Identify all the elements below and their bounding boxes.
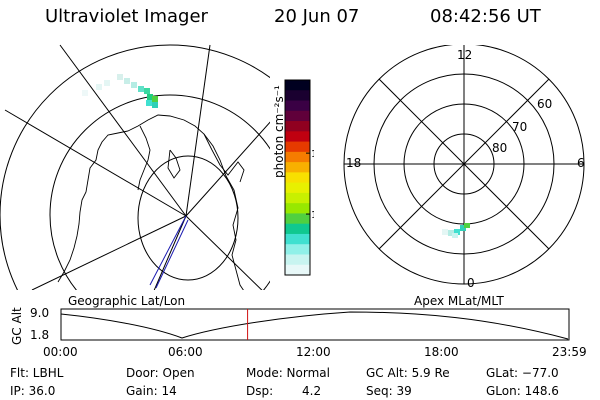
colorbar-cell bbox=[285, 100, 310, 112]
colorbar-cell bbox=[285, 254, 310, 266]
mlat-label-60: 60 bbox=[537, 97, 553, 111]
time-display: 08:42:56 UT bbox=[430, 6, 541, 27]
apex-map bbox=[343, 45, 585, 285]
xtick-0600: 06:00 bbox=[168, 345, 203, 359]
polar-ellipse bbox=[137, 155, 239, 281]
coastline bbox=[57, 114, 244, 290]
colorbar-cell bbox=[285, 213, 310, 225]
dsp-value: 4.2 bbox=[302, 384, 322, 398]
xtick-2359: 23:59 bbox=[552, 345, 587, 359]
colorbar-cell bbox=[285, 131, 310, 143]
colorbar-cell bbox=[285, 223, 310, 235]
colorbar-cell bbox=[285, 172, 310, 184]
colorbar-cell bbox=[285, 80, 310, 91]
mlat-label-80: 80 bbox=[492, 141, 508, 155]
apex-aurora-emission bbox=[442, 223, 470, 238]
glon-field: GLon: 148.6 bbox=[486, 384, 559, 398]
colorbar: 100 10 bbox=[284, 79, 314, 276]
xtick-1800: 18:00 bbox=[424, 345, 459, 359]
altitude-timeline bbox=[60, 308, 570, 341]
gain-field: Gain: 14 bbox=[126, 384, 177, 398]
colorbar-cell bbox=[285, 90, 310, 102]
app-title: Ultraviolet Imager bbox=[45, 6, 208, 27]
colorbar-label: photon cm⁻²s⁻¹ bbox=[272, 85, 286, 178]
altitude-curve bbox=[60, 311, 569, 340]
ytick-1.8: 1.8 bbox=[30, 328, 50, 342]
colorbar-tick-label: 10 bbox=[311, 210, 314, 221]
date-display: 20 Jun 07 bbox=[274, 6, 360, 27]
mlt-label-0: 0 bbox=[467, 276, 475, 290]
colorbar-cell bbox=[285, 151, 310, 163]
mode-field: Mode: Normal bbox=[246, 366, 330, 380]
colorbar-cell bbox=[285, 141, 310, 153]
colorbar-cell bbox=[285, 110, 310, 122]
colorbar-cell bbox=[285, 182, 310, 194]
orbit-track bbox=[149, 215, 189, 289]
colorbar-cell bbox=[285, 203, 310, 214]
ytick-9: 9.0 bbox=[30, 306, 50, 320]
mlat-label-70: 70 bbox=[512, 120, 528, 134]
colorbar-cell bbox=[285, 162, 310, 173]
colorbar-cell bbox=[285, 192, 310, 204]
colorbar-tick-label: 100 bbox=[311, 149, 314, 160]
glat-field: GLat: −77.0 bbox=[486, 366, 559, 380]
apex-label: Apex MLat/MLT bbox=[414, 294, 504, 308]
aurora-emission bbox=[82, 74, 158, 108]
mlt-label-12: 12 bbox=[457, 48, 473, 62]
colorbar-cell bbox=[285, 264, 310, 276]
seq-field: Seq: 39 bbox=[366, 384, 412, 398]
xtick-1200: 12:00 bbox=[296, 345, 331, 359]
mlt-label-6: 6 bbox=[577, 156, 585, 170]
xtick-0000: 00:00 bbox=[43, 345, 78, 359]
timeline-ylabel: GC Alt bbox=[10, 307, 24, 345]
lat-circle-mid bbox=[49, 94, 270, 290]
lat-circle-outer bbox=[0, 44, 270, 290]
ip-field: IP: 36.0 bbox=[10, 384, 56, 398]
geographic-map bbox=[0, 44, 270, 290]
door-field: Door: Open bbox=[126, 366, 195, 380]
filter-field: Flt: LBHL bbox=[10, 366, 64, 380]
mlt-label-18: 18 bbox=[346, 156, 362, 170]
gc-alt-field: GC Alt: 5.9 Re bbox=[366, 366, 450, 380]
dsp-label: Dsp: bbox=[246, 384, 274, 398]
colorbar-cell bbox=[285, 244, 310, 255]
colorbar-cell bbox=[285, 233, 310, 245]
colorbar-cell bbox=[285, 121, 310, 132]
geographic-label: Geographic Lat/Lon bbox=[68, 294, 186, 308]
